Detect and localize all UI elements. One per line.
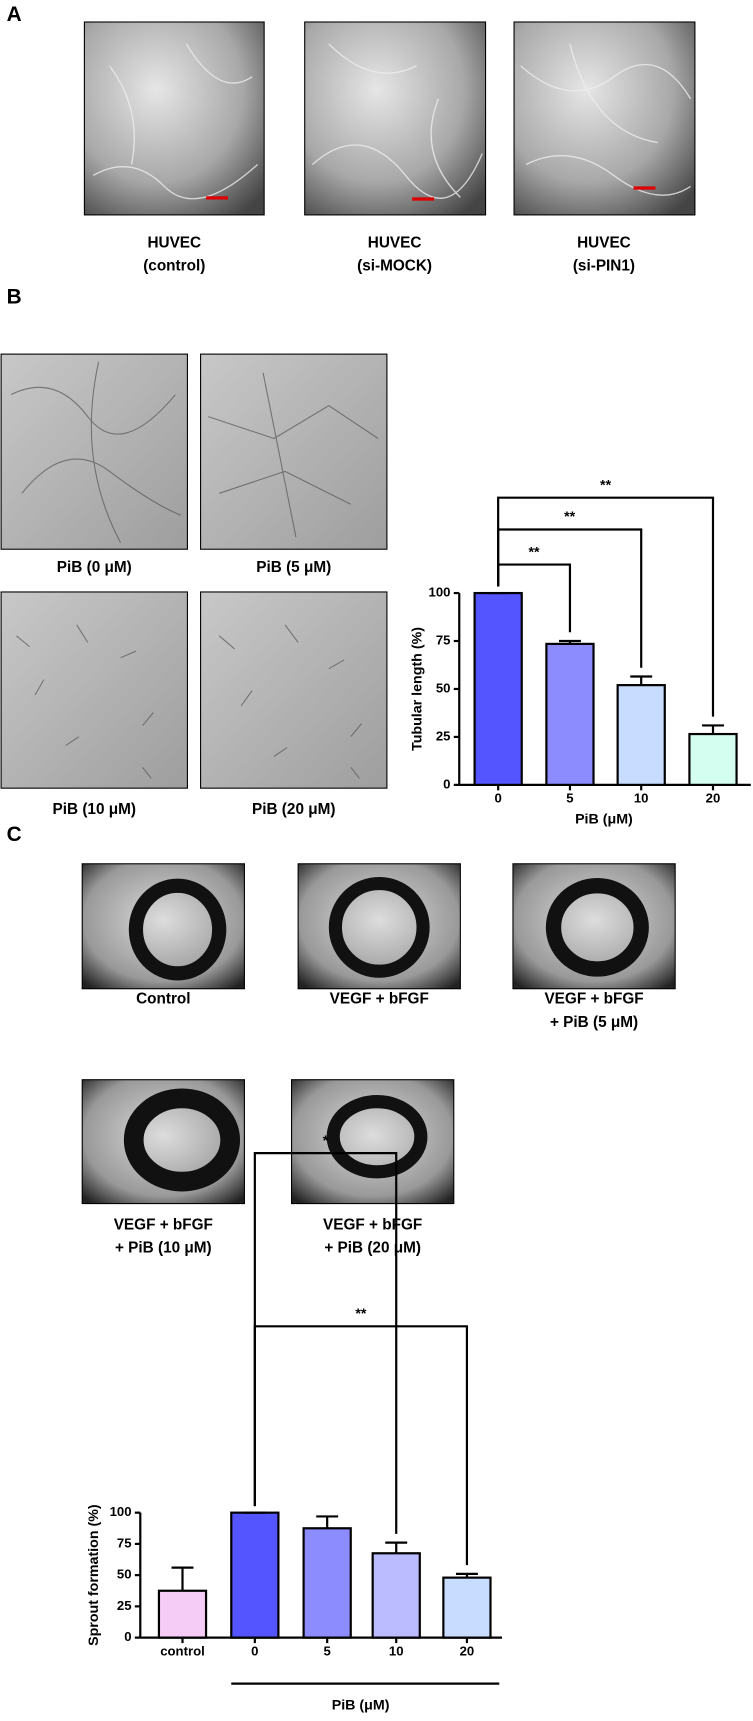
error-bar — [558, 639, 581, 644]
panel-label: A — [7, 3, 22, 26]
bar — [442, 1576, 492, 1639]
y-axis-label: Sprout formation (%) — [86, 1504, 102, 1646]
panel-label: C — [7, 823, 22, 846]
scale-bar — [206, 186, 656, 201]
caption: VEGF + bFGF — [330, 991, 429, 1008]
significance-bracket — [253, 1152, 398, 1534]
y-tick-label: 100 — [110, 1504, 132, 1519]
caption: HUVEC — [577, 234, 631, 251]
y-axis-label: Tubular length (%) — [409, 627, 425, 751]
caption: HUVEC — [368, 234, 422, 251]
x-tick-label: 10 — [634, 791, 649, 806]
x-tick-label: 0 — [251, 1643, 258, 1658]
significance-label: ** — [355, 1306, 367, 1322]
x-tick-label: 20 — [460, 1643, 475, 1658]
x-axis-label: PiB (μM) — [575, 812, 633, 828]
bar — [545, 642, 595, 786]
x-tick-label: 20 — [706, 791, 721, 806]
caption: PiB (5 μM) — [256, 559, 331, 576]
x-axis-label: PiB (μM) — [332, 1697, 390, 1713]
cell-network — [10, 361, 379, 779]
error-bar — [455, 1572, 478, 1578]
caption: PiB (10 μM) — [53, 801, 136, 818]
y-tick-label: 25 — [117, 1598, 132, 1613]
error-bar — [702, 724, 724, 735]
y-tick-label: 0 — [124, 1629, 131, 1644]
x-tick-label: control — [160, 1643, 205, 1658]
y-tick-label: 75 — [436, 632, 451, 647]
significance-label: ** — [600, 477, 612, 493]
caption: + PiB (20 μM) — [324, 1240, 421, 1257]
y-tick-label: 75 — [117, 1535, 132, 1550]
bar — [230, 1511, 280, 1639]
bar — [688, 732, 738, 786]
y-tick-label: 25 — [436, 728, 451, 743]
x-tick-label: 5 — [324, 1643, 331, 1658]
significance-bracket — [253, 1325, 469, 1566]
y-tick-label: 100 — [429, 585, 451, 600]
caption: + PiB (10 μM) — [115, 1240, 212, 1257]
x-tick-label: 10 — [389, 1643, 404, 1658]
caption: PiB (0 μM) — [57, 559, 132, 576]
y-tick-label: 50 — [117, 1567, 132, 1582]
caption: (si-PIN1) — [573, 257, 635, 274]
error-bar — [316, 1515, 339, 1529]
caption: PiB (20 μM) — [252, 801, 335, 818]
significance-label: ** — [529, 544, 541, 560]
caption: + PiB (5 μM) — [550, 1014, 638, 1031]
y-tick-label: 0 — [443, 776, 450, 791]
caption: (control) — [143, 257, 205, 274]
bar — [371, 1552, 421, 1639]
aortic-ring — [123, 876, 649, 1192]
error-bar — [385, 1541, 408, 1554]
bar — [473, 591, 523, 786]
cell-network — [92, 43, 692, 200]
y-tick-label: 50 — [436, 680, 451, 695]
significance-bracket — [497, 496, 715, 717]
error-bar — [171, 1566, 194, 1591]
caption: HUVEC — [147, 234, 201, 251]
significance-label: ** — [564, 509, 576, 525]
bar — [157, 1589, 208, 1639]
caption: VEGF + bFGF — [323, 1217, 422, 1234]
bar — [616, 684, 666, 786]
caption: (si-MOCK) — [357, 257, 432, 274]
bar — [302, 1527, 352, 1639]
caption: Control — [136, 991, 190, 1008]
significance-label: * — [323, 1133, 329, 1149]
x-tick-label: 0 — [495, 791, 502, 806]
panel-label: B — [7, 286, 22, 309]
error-bar — [630, 675, 653, 686]
x-tick-label: 5 — [566, 791, 573, 806]
micrograph — [83, 21, 696, 216]
caption: VEGF + bFGF — [544, 991, 643, 1008]
caption: VEGF + bFGF — [114, 1217, 213, 1234]
